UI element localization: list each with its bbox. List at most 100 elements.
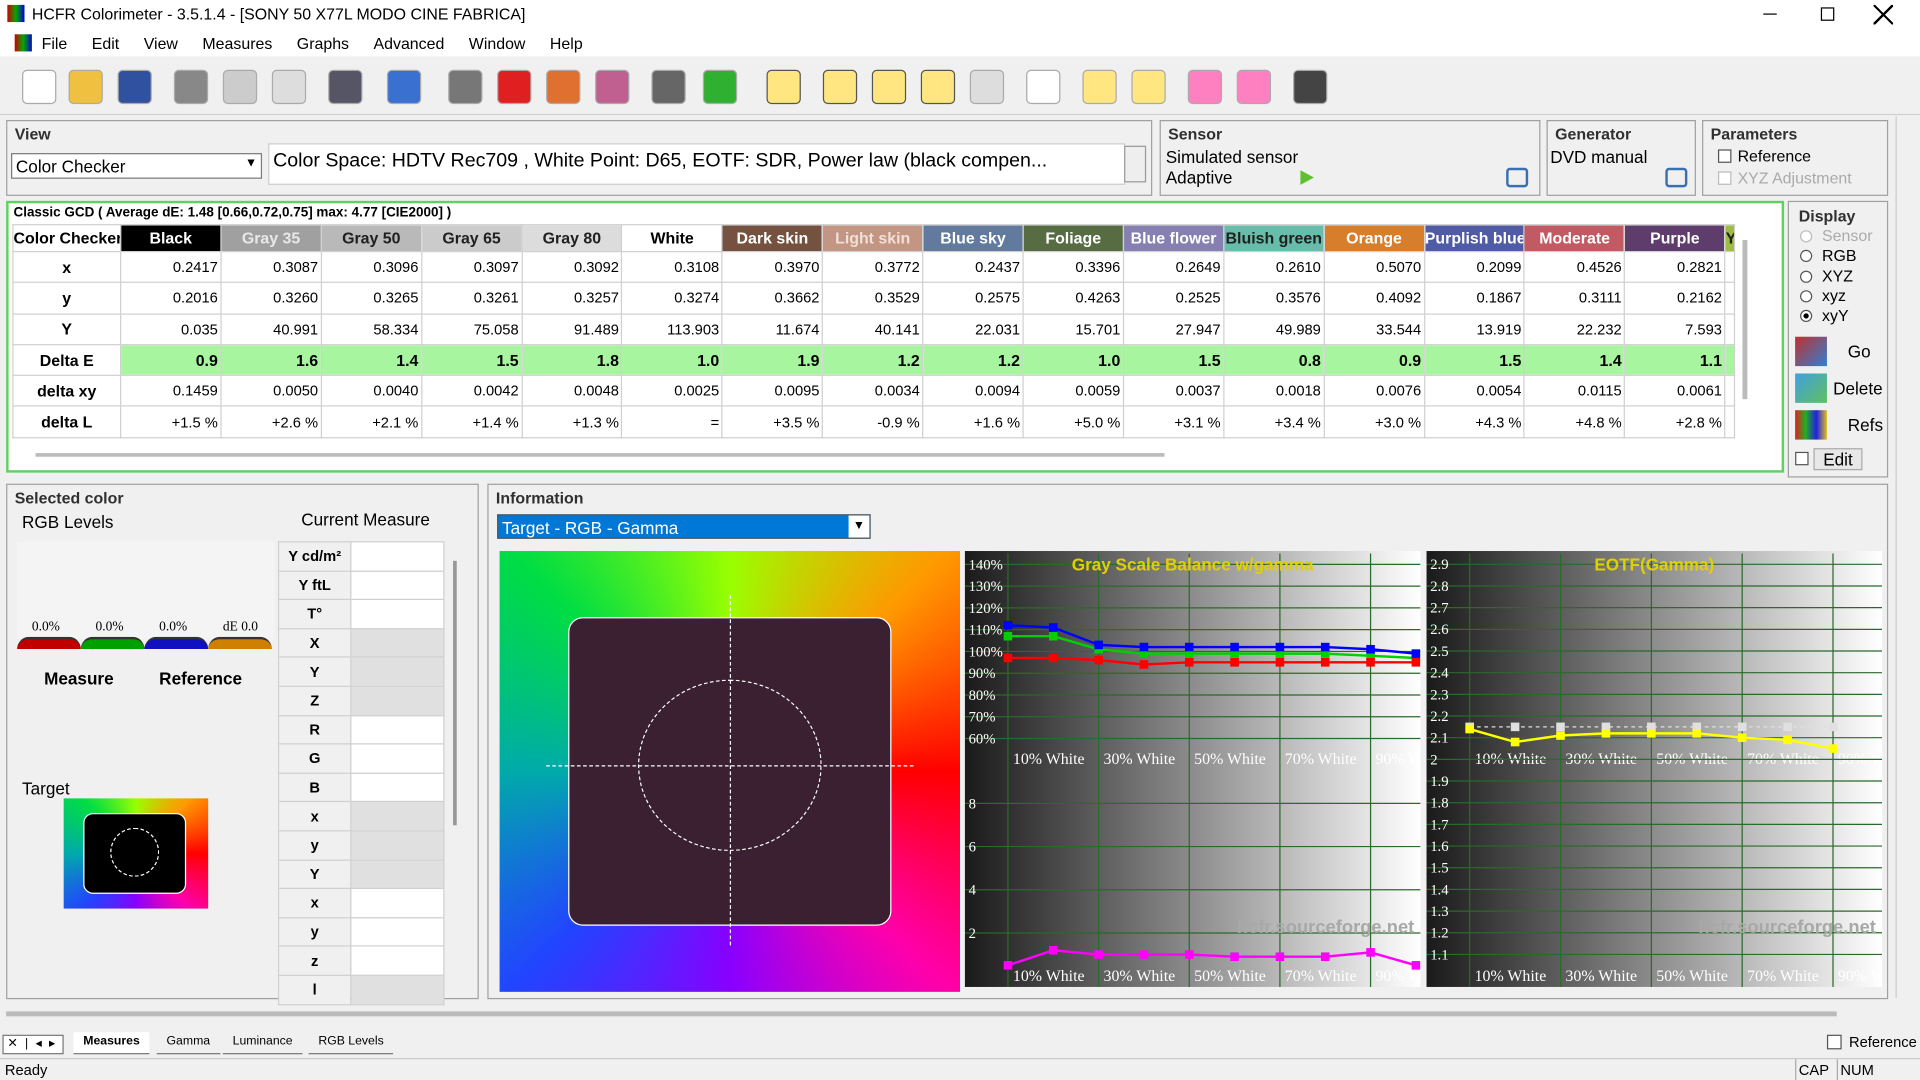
table-cell[interactable]: 0.0094 (922, 374, 1024, 408)
table-cell[interactable]: 58.334 (320, 312, 423, 346)
table-cell[interactable]: +5.0 % (1022, 405, 1124, 439)
toolbar-button[interactable] (448, 69, 483, 105)
table-cell[interactable]: 0.0059 (1022, 374, 1124, 408)
table-cell[interactable]: 0.3662 (721, 281, 824, 315)
reference-checkbox[interactable] (1826, 1034, 1842, 1050)
toolbar-button[interactable] (117, 69, 152, 105)
column-header[interactable]: Light skin (821, 224, 924, 253)
measure-value[interactable] (350, 743, 445, 774)
column-header[interactable]: Color Checker (12, 224, 122, 253)
table-cell[interactable]: 0.9 (120, 343, 222, 377)
dropdown-button[interactable]: ▼ (848, 515, 870, 538)
column-header[interactable]: Y (1724, 224, 1736, 253)
column-header[interactable]: Foliage (1022, 224, 1124, 253)
measure-value[interactable] (350, 714, 445, 745)
column-header[interactable]: Orange (1323, 224, 1425, 253)
play-icon[interactable] (1300, 170, 1314, 185)
table-cell[interactable]: 22.031 (922, 312, 1024, 346)
table-cell[interactable]: 1.8 (521, 343, 623, 377)
radio-button[interactable] (1800, 310, 1813, 323)
minimize-button[interactable] (1763, 13, 1777, 15)
measure-value[interactable] (350, 801, 445, 832)
column-header[interactable]: Purple (1624, 224, 1726, 253)
toolbar-button[interactable] (497, 69, 532, 105)
tab[interactable]: Gamma (156, 1032, 220, 1055)
table-cell[interactable]: 0.3260 (220, 281, 322, 315)
toolbar-button[interactable] (822, 69, 858, 105)
table-cell[interactable]: 0.0042 (420, 374, 523, 408)
measure-value[interactable] (350, 599, 445, 630)
horizontal-scrollbar[interactable] (35, 453, 1165, 457)
table-cell[interactable]: 0.0054 (1423, 374, 1526, 408)
table-cell[interactable]: 0.0037 (1122, 374, 1225, 408)
table-cell[interactable]: 0.3092 (521, 251, 623, 284)
toolbar-button[interactable] (222, 69, 258, 105)
toolbar-button[interactable] (651, 69, 686, 105)
measure-value[interactable] (350, 916, 445, 947)
column-header[interactable]: Gray 80 (521, 224, 623, 253)
toolbar-button[interactable] (920, 69, 956, 105)
table-cell[interactable]: 0.1459 (120, 374, 222, 408)
toolbar-button[interactable] (271, 69, 307, 105)
button-icon[interactable] (1795, 336, 1827, 367)
toolbar-button[interactable] (1082, 69, 1117, 105)
table-cell[interactable]: 0.3576 (1223, 281, 1325, 315)
toolbar-button[interactable] (328, 69, 363, 105)
table-cell[interactable]: +3.0 % (1323, 405, 1425, 439)
table-cell[interactable]: 0.2437 (922, 251, 1024, 284)
table-cell[interactable]: +3.5 % (721, 405, 824, 439)
toolbar-button[interactable] (766, 69, 801, 105)
table-cell[interactable]: 0.3274 (621, 281, 723, 315)
measure-value[interactable] (350, 656, 445, 687)
table-cell[interactable]: 13.919 (1423, 312, 1526, 346)
column-header[interactable]: Gray 35 (220, 224, 322, 253)
column-header[interactable]: Gray 50 (320, 224, 423, 253)
table-cell[interactable]: 0.0076 (1323, 374, 1425, 408)
table-cell[interactable]: 0.3529 (821, 281, 924, 315)
toolbar-button[interactable] (702, 69, 738, 105)
toolbar-button[interactable] (969, 69, 1005, 105)
table-cell[interactable]: 1.4 (1523, 343, 1626, 377)
table-cell[interactable]: 0.0040 (320, 374, 423, 408)
table-cell[interactable]: +3.4 % (1223, 405, 1325, 439)
toolbar-button[interactable] (1026, 69, 1061, 105)
table-cell[interactable]: 0.0095 (721, 374, 824, 408)
table-cell[interactable]: 15.701 (1022, 312, 1124, 346)
radio-button[interactable] (1800, 290, 1813, 303)
action-button[interactable]: Edit (1813, 448, 1863, 471)
sensor-config-button[interactable] (1506, 167, 1529, 188)
menu-item[interactable]: Window (468, 34, 526, 53)
table-cell[interactable]: -0.9 % (821, 405, 924, 439)
table-cell[interactable]: +1.6 % (922, 405, 1024, 439)
table-cell[interactable]: 11.674 (721, 312, 824, 346)
table-cell[interactable]: 27.947 (1122, 312, 1225, 346)
table-cell[interactable]: 0.3108 (621, 251, 723, 284)
information-selector[interactable]: Target - RGB - Gamma ▼ (497, 514, 871, 539)
table-cell[interactable]: 0.8 (1223, 343, 1325, 377)
table-cell[interactable]: 0.0050 (220, 374, 322, 408)
menu-item[interactable]: Measures (202, 34, 273, 53)
column-header[interactable]: Black (120, 224, 222, 253)
table-cell[interactable]: 1.2 (922, 343, 1024, 377)
toolbar-button[interactable] (1187, 69, 1223, 105)
tab[interactable]: RGB Levels (308, 1032, 394, 1055)
table-cell[interactable]: 0.2417 (120, 251, 222, 284)
table-cell[interactable]: 0.2099 (1423, 251, 1526, 284)
action-button[interactable]: Go (1847, 341, 1871, 362)
table-cell[interactable]: 0.3096 (320, 251, 423, 284)
toolbar-button[interactable] (546, 69, 581, 105)
table-cell[interactable]: +4.8 % (1523, 405, 1626, 439)
spin-button[interactable] (1124, 145, 1147, 183)
measure-value[interactable] (350, 830, 445, 861)
table-cell[interactable]: 0.2610 (1223, 251, 1325, 284)
table-cell[interactable]: 0.0034 (821, 374, 924, 408)
table-cell[interactable]: +4.3 % (1423, 405, 1526, 439)
table-cell[interactable]: +1.5 % (120, 405, 222, 439)
column-header[interactable]: White (621, 224, 723, 253)
measure-value[interactable] (350, 974, 445, 1005)
table-cell[interactable]: 1.5 (1122, 343, 1225, 377)
table-cell[interactable]: 7.593 (1624, 312, 1726, 346)
measure-value[interactable] (350, 685, 445, 716)
toolbar-button[interactable] (1293, 69, 1328, 105)
action-button[interactable]: Delete (1833, 378, 1883, 398)
